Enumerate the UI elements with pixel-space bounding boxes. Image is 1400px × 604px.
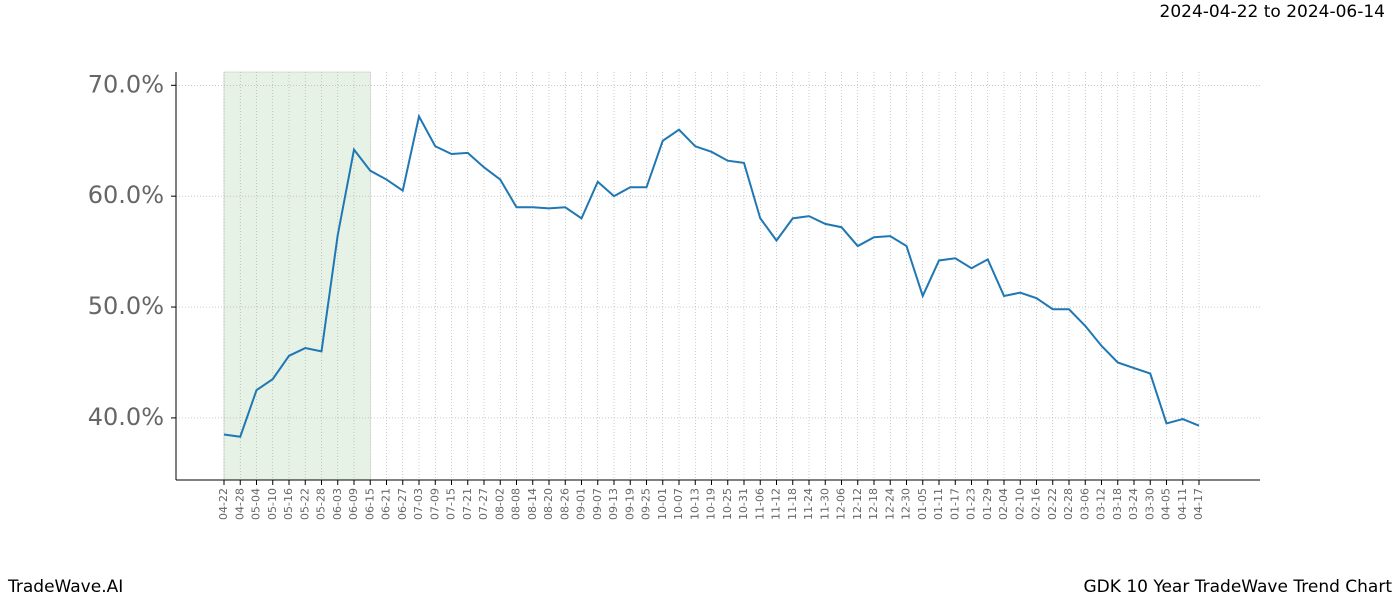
x-tick-label: 01-29 <box>981 488 994 520</box>
x-tick-label: 12-18 <box>867 488 880 520</box>
x-tick-label: 10-13 <box>688 488 701 520</box>
x-tick-label: 07-15 <box>445 488 458 520</box>
x-tick-label: 06-03 <box>331 488 344 520</box>
x-tick-label: 04-22 <box>217 488 230 520</box>
y-tick-label: 50.0% <box>88 292 164 320</box>
x-tick-label: 10-19 <box>705 488 718 520</box>
x-tick-label: 12-12 <box>851 488 864 520</box>
x-tick-label: 05-16 <box>282 488 295 520</box>
x-tick-label: 09-25 <box>640 488 653 520</box>
x-tick-label: 08-14 <box>526 488 539 520</box>
x-tick-label: 10-01 <box>656 488 669 520</box>
x-tick-label: 05-22 <box>298 488 311 520</box>
x-tick-label: 10-07 <box>672 488 685 520</box>
x-tick-label: 03-24 <box>1127 488 1140 520</box>
x-tick-label: 10-31 <box>737 488 750 520</box>
x-tick-label: 02-28 <box>1062 488 1075 520</box>
x-tick-label: 01-05 <box>916 488 929 520</box>
x-tick-label: 09-19 <box>623 488 636 520</box>
y-tick-label: 60.0% <box>88 181 164 209</box>
x-tick-label: 07-09 <box>428 488 441 520</box>
x-tick-label: 01-11 <box>932 488 945 520</box>
x-tick-label: 07-03 <box>412 488 425 520</box>
x-tick-label: 02-10 <box>1013 488 1026 520</box>
x-tick-label: 07-27 <box>477 488 490 520</box>
x-tick-label: 06-15 <box>363 488 376 520</box>
y-tick-label: 70.0% <box>88 70 164 98</box>
x-tick-label: 02-16 <box>1030 488 1043 520</box>
x-tick-label: 11-12 <box>770 488 783 520</box>
x-tick-label: 05-10 <box>266 488 279 520</box>
x-tick-label: 02-04 <box>997 488 1010 520</box>
x-tick-label: 11-30 <box>818 488 831 520</box>
x-tick-label: 12-30 <box>900 488 913 520</box>
x-tick-label: 06-21 <box>380 488 393 520</box>
x-tick-label: 09-13 <box>607 488 620 520</box>
x-tick-label: 08-08 <box>510 488 523 520</box>
x-tick-label: 08-02 <box>493 488 506 520</box>
x-tick-label: 03-12 <box>1095 488 1108 520</box>
x-tick-label: 03-30 <box>1143 488 1156 520</box>
x-tick-label: 12-06 <box>835 488 848 520</box>
x-tick-label: 11-24 <box>802 488 815 520</box>
x-tick-label: 11-18 <box>786 488 799 520</box>
x-tick-label: 08-26 <box>558 488 571 520</box>
x-tick-label: 12-24 <box>883 488 896 520</box>
line-series <box>223 113 1200 438</box>
x-tick-label: 10-25 <box>721 488 734 520</box>
y-tick-label: 40.0% <box>88 403 164 431</box>
brand: TradeWave.AI <box>7 577 123 597</box>
x-tick-label: 09-07 <box>591 488 604 520</box>
x-tick-label: 01-17 <box>948 488 961 520</box>
x-tick-label: 11-06 <box>753 488 766 520</box>
x-tick-label: 03-18 <box>1111 488 1124 520</box>
x-tick-label: 05-04 <box>250 488 263 520</box>
x-tick-label: 04-05 <box>1160 488 1173 520</box>
x-tick-label: 06-27 <box>396 488 409 520</box>
x-tick-label: 04-28 <box>233 488 246 520</box>
x-tick-label: 09-01 <box>575 488 588 520</box>
x-tick-label: 05-28 <box>315 488 328 520</box>
x-tick-label: 04-17 <box>1192 488 1205 520</box>
caption: GDK 10 Year TradeWave Trend Chart <box>1084 577 1393 597</box>
x-tick-label: 03-06 <box>1078 488 1091 520</box>
x-tick-label: 02-22 <box>1046 488 1059 520</box>
x-tick-label: 04-11 <box>1176 488 1189 520</box>
x-tick-label: 06-09 <box>347 488 360 520</box>
x-tick-label: 08-20 <box>542 488 555 520</box>
x-tick-label: 01-23 <box>965 488 978 520</box>
x-tick-label: 07-21 <box>461 488 474 520</box>
date-range: 2024-04-22 to 2024-06-14 <box>1160 2 1385 22</box>
